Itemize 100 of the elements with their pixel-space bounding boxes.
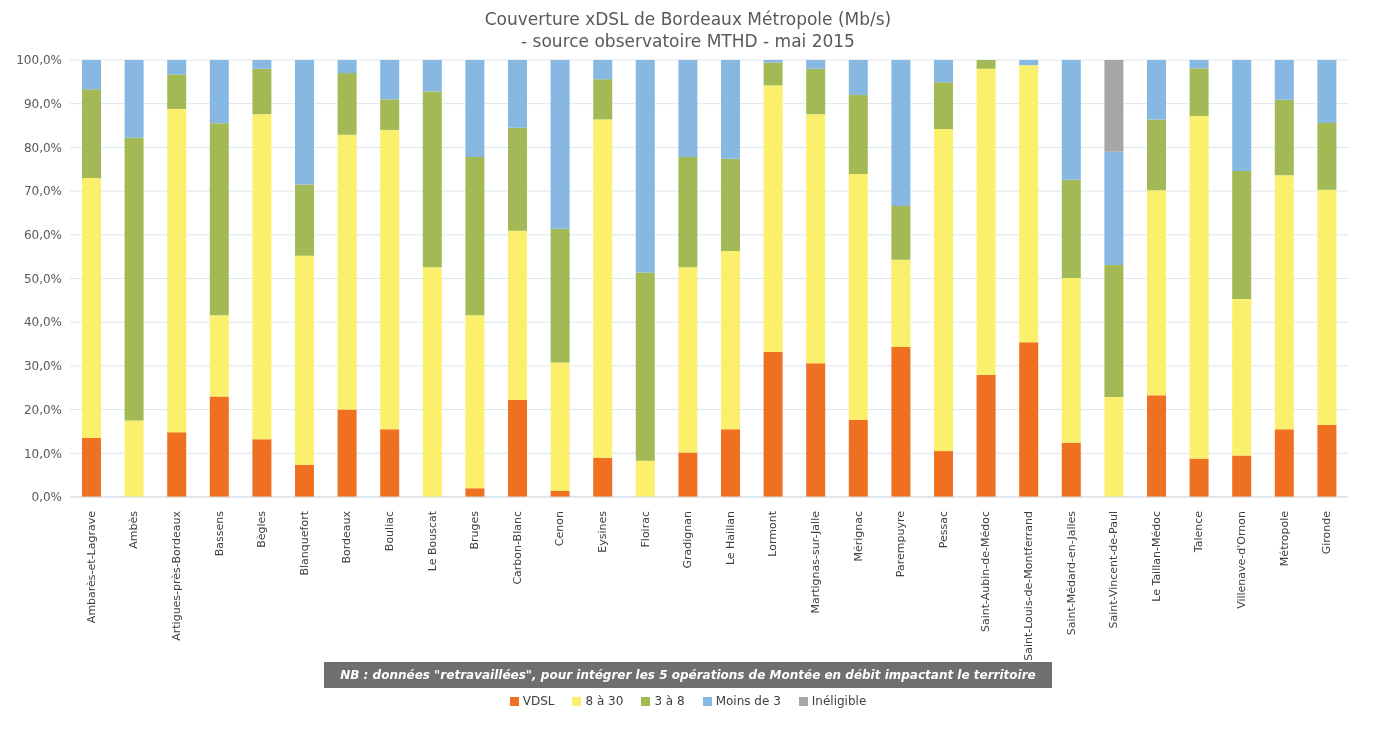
bar (1189, 115, 1209, 459)
x-tick-label: Le Taillan-Médoc (1149, 511, 1163, 602)
bar (82, 438, 101, 497)
bar (209, 396, 229, 497)
x-tick-label: Talence (1192, 510, 1206, 554)
text: NB : données "retravaillées", pour intégrer les 5 opérations de Montée en débit impactant le territoire (324, 662, 1052, 688)
x-tick-label: Saint-Aubin-de-Médoc (979, 511, 993, 633)
bar (593, 119, 613, 458)
bar (1189, 60, 1209, 69)
bar (1147, 190, 1166, 396)
bar (337, 73, 357, 135)
y-tick-label: 60,0% (23, 228, 62, 243)
bar (295, 255, 314, 465)
bar (422, 60, 442, 92)
bar (763, 62, 783, 86)
bar (1147, 60, 1166, 120)
bar (763, 351, 783, 497)
bar (337, 409, 357, 497)
x-tick-label: Métropole (1277, 510, 1291, 567)
x-tick-label: Saint-Vincent-de-Paul (1107, 511, 1121, 629)
bar (82, 60, 101, 90)
bar (1061, 60, 1081, 180)
bar (124, 420, 144, 497)
bar (678, 60, 698, 158)
bar (635, 460, 655, 497)
bar (1061, 278, 1081, 443)
x-tick-label: Ambès (127, 510, 141, 549)
bar (934, 129, 953, 452)
x-tick-label: Bassens (212, 510, 226, 557)
bar (82, 177, 101, 439)
bar (380, 99, 400, 130)
x-tick-label: Eysines (596, 510, 609, 553)
bar (976, 374, 996, 497)
y-tick-label: 80,0% (23, 140, 62, 155)
bar (1019, 60, 1039, 66)
bar (891, 205, 911, 260)
bar (848, 60, 868, 95)
bar (934, 451, 953, 497)
bar (891, 60, 911, 206)
y-tick-label: 50,0% (23, 271, 62, 286)
bar (1189, 68, 1209, 116)
bar (295, 184, 314, 256)
bar (593, 79, 613, 120)
y-tick-label: 100,0% (16, 53, 62, 68)
bar (1274, 99, 1294, 176)
x-tick-label: Parempuyre (894, 510, 908, 578)
x-tick-label: Carbon-Blanc (510, 511, 524, 585)
bar (550, 228, 570, 363)
x-tick-label: Floirac (638, 511, 652, 548)
x-tick-label: Martignas-sur-Jalle (809, 510, 822, 614)
bar (1104, 60, 1124, 152)
bar (167, 60, 187, 75)
y-tick-label: 70,0% (23, 184, 62, 199)
x-tick-label: Ambarès-et-Lagrave (84, 510, 98, 624)
bar (508, 127, 527, 231)
bar (508, 230, 527, 400)
bar (1019, 65, 1039, 343)
bar (1317, 60, 1337, 123)
y-tick-label: 30,0% (23, 359, 62, 374)
bar (1317, 424, 1337, 497)
bar (721, 429, 740, 497)
legend-label: 8 à 30 (585, 694, 624, 708)
bar (1019, 342, 1039, 497)
x-tick-label: Bruges (468, 510, 482, 550)
bar (167, 432, 187, 497)
bar (1147, 119, 1166, 191)
x-tick-label: Bordeaux (340, 510, 354, 564)
x-tick-label: Villenave-d'Ornon (1235, 510, 1248, 609)
bar (806, 363, 826, 497)
x-tick-label: Gironde (1320, 510, 1334, 555)
bar (678, 452, 698, 497)
y-tick-label: 10,0% (23, 446, 62, 461)
y-tick-label: 90,0% (23, 96, 62, 111)
bar (1317, 189, 1337, 425)
x-tick-label: Lormont (766, 510, 780, 557)
bar (167, 74, 187, 109)
bar (934, 60, 953, 83)
bar (934, 82, 953, 130)
bar (209, 123, 229, 316)
bar (635, 272, 655, 461)
bar (1147, 395, 1166, 497)
x-tick-label: Artigues-près-Bordeaux (170, 510, 183, 641)
bar (82, 89, 101, 178)
bar (124, 137, 144, 421)
bar (806, 68, 826, 115)
x-tick-label: Le Bouscat (425, 510, 439, 572)
bar (721, 250, 740, 430)
bar (380, 129, 400, 430)
bar (976, 68, 996, 375)
bar (678, 157, 698, 268)
y-tick-label: 20,0% (23, 402, 62, 417)
bar (593, 60, 613, 80)
bar (465, 315, 485, 489)
bar (763, 60, 783, 63)
bar (422, 267, 442, 497)
bar (1274, 175, 1294, 430)
bar (1317, 122, 1337, 190)
bar (337, 60, 357, 74)
bar (1104, 151, 1124, 265)
bar (380, 429, 400, 497)
